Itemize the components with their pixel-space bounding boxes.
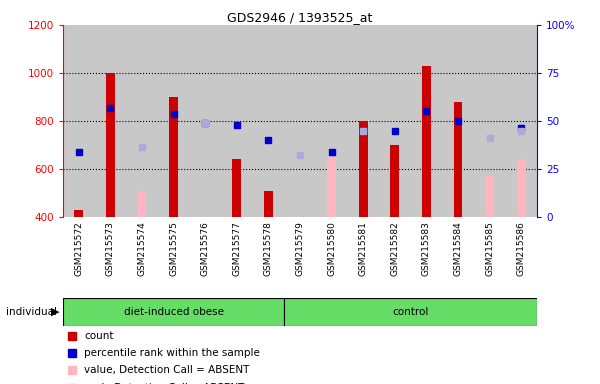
Text: GSM215578: GSM215578 xyxy=(264,221,273,276)
Text: GSM215574: GSM215574 xyxy=(137,221,146,276)
Bar xyxy=(264,190,273,217)
Bar xyxy=(347,25,379,217)
Text: GSM215581: GSM215581 xyxy=(359,221,368,276)
Bar xyxy=(137,190,146,217)
Title: GDS2946 / 1393525_at: GDS2946 / 1393525_at xyxy=(227,11,373,24)
Text: GSM215584: GSM215584 xyxy=(454,221,463,276)
Text: GSM215573: GSM215573 xyxy=(106,221,115,276)
Bar xyxy=(232,159,241,217)
Text: GSM215583: GSM215583 xyxy=(422,221,431,276)
Bar xyxy=(106,73,115,217)
Bar xyxy=(158,25,190,217)
Text: control: control xyxy=(392,307,429,317)
Bar xyxy=(169,97,178,217)
Bar xyxy=(422,66,431,217)
Text: GSM215577: GSM215577 xyxy=(232,221,241,276)
Bar xyxy=(126,25,158,217)
Bar xyxy=(63,25,95,217)
Bar xyxy=(284,25,316,217)
FancyBboxPatch shape xyxy=(63,298,284,326)
Text: GSM215575: GSM215575 xyxy=(169,221,178,276)
Bar xyxy=(327,157,336,217)
Text: ▶: ▶ xyxy=(51,307,59,317)
Bar xyxy=(485,176,494,217)
Bar xyxy=(454,102,463,217)
Text: rank, Detection Call = ABSENT: rank, Detection Call = ABSENT xyxy=(85,383,245,384)
Text: GSM215580: GSM215580 xyxy=(327,221,336,276)
Bar xyxy=(190,25,221,217)
Text: value, Detection Call = ABSENT: value, Detection Call = ABSENT xyxy=(85,366,250,376)
Text: GSM215585: GSM215585 xyxy=(485,221,494,276)
Text: GSM215579: GSM215579 xyxy=(296,221,305,276)
FancyBboxPatch shape xyxy=(284,298,537,326)
Text: percentile rank within the sample: percentile rank within the sample xyxy=(85,348,260,358)
Bar xyxy=(410,25,442,217)
Bar xyxy=(442,25,474,217)
Bar xyxy=(379,25,410,217)
Bar xyxy=(505,25,537,217)
Text: diet-induced obese: diet-induced obese xyxy=(124,307,224,317)
Bar xyxy=(95,25,126,217)
Text: GSM215572: GSM215572 xyxy=(74,221,83,276)
Text: GSM215586: GSM215586 xyxy=(517,221,526,276)
Text: individual: individual xyxy=(6,307,57,317)
Bar xyxy=(474,25,505,217)
Text: GSM215582: GSM215582 xyxy=(391,221,400,276)
Text: GSM215576: GSM215576 xyxy=(200,221,210,276)
Bar xyxy=(391,145,399,217)
Bar xyxy=(253,25,284,217)
Bar xyxy=(359,121,368,217)
Bar xyxy=(74,210,83,217)
Bar xyxy=(221,25,253,217)
Bar xyxy=(517,159,526,217)
Text: count: count xyxy=(85,331,114,341)
Bar xyxy=(316,25,347,217)
